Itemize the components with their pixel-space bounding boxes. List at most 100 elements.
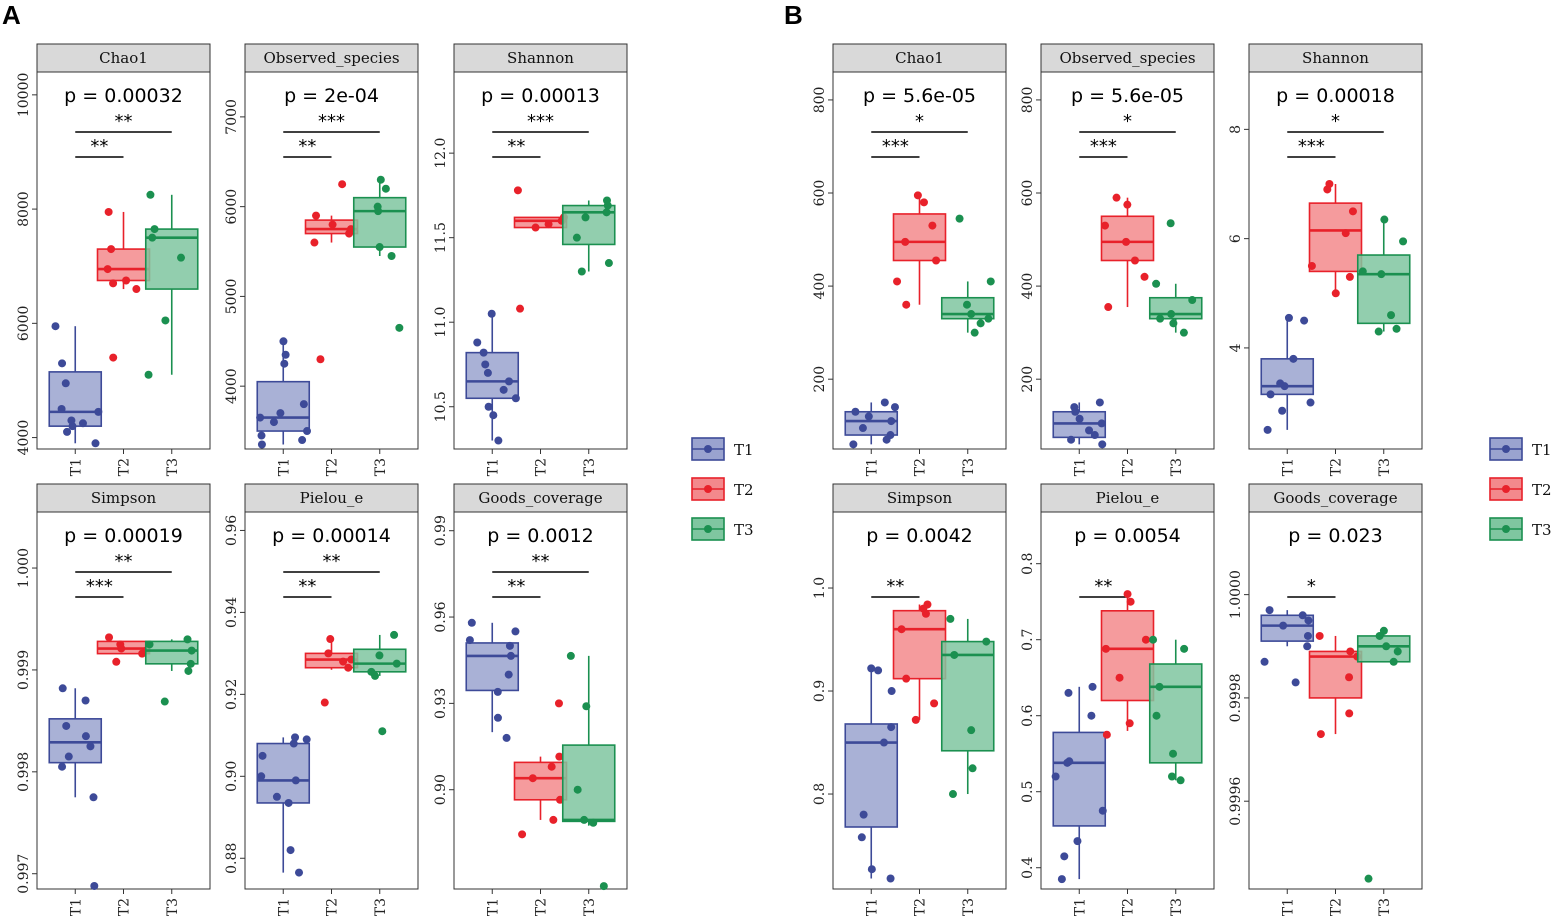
y-tick-label: 6000 [16, 306, 32, 342]
data-point [64, 752, 73, 761]
box-t3 [940, 640, 995, 752]
strip-title: Observed_species [263, 49, 399, 67]
data-point [184, 666, 193, 675]
data-point [145, 640, 154, 649]
p-value-label: p = 0.023 [1288, 525, 1382, 547]
y-tick-label: 400 [1020, 273, 1036, 300]
strip-bg [453, 43, 628, 73]
data-point [150, 225, 159, 234]
y-tick-label: 0.96 [433, 601, 449, 632]
data-point [344, 663, 353, 672]
y-tick-label: 0.99 [433, 515, 449, 546]
x-tick-label: T3 [1169, 898, 1185, 916]
data-point [897, 625, 906, 634]
data-point [375, 651, 384, 660]
y-tick-label: 800 [1020, 87, 1036, 114]
data-point [1097, 419, 1106, 428]
data-point [473, 338, 482, 347]
data-point [291, 776, 300, 785]
x-tick-label: T3 [1169, 458, 1185, 476]
data-point [387, 252, 396, 261]
legend-key-dot [704, 445, 712, 453]
data-point [57, 405, 66, 414]
facet-b-simpson: Simpson 0.8 0.9 1.0 T1 T2 T3 p = 0.0042 ** [812, 483, 1007, 916]
p-value-label: p = 0.0054 [1074, 525, 1181, 547]
legend-key-dot [1502, 445, 1510, 453]
data-point [1067, 435, 1076, 444]
data-point [1169, 749, 1178, 758]
data-point [1101, 221, 1110, 230]
data-point [376, 175, 385, 184]
data-point [1176, 776, 1185, 785]
strip-title: Pielou_e [1096, 489, 1160, 507]
data-point [880, 398, 889, 407]
y-tick-label: 7000 [224, 99, 240, 135]
x-tick-label: T1 [485, 898, 501, 916]
data-point [1291, 678, 1300, 687]
data-point [1300, 316, 1309, 325]
data-point [187, 646, 196, 655]
data-point [502, 733, 511, 742]
x-tick-label: T1 [1280, 898, 1296, 916]
box-t2 [96, 248, 151, 282]
data-point [1263, 425, 1272, 434]
data-point [858, 424, 867, 433]
data-point [932, 256, 941, 265]
box-t3 [144, 228, 199, 290]
data-point [295, 868, 304, 877]
data-point [984, 314, 993, 323]
data-point [487, 309, 496, 318]
strip-title: Chao1 [99, 49, 148, 67]
p-value-label: p = 0.00014 [272, 525, 391, 547]
strip-title: Simpson [91, 489, 157, 507]
data-point [913, 191, 922, 200]
data-point [1289, 354, 1298, 363]
data-point [955, 214, 964, 223]
data-point [554, 699, 563, 708]
data-point [849, 440, 858, 449]
strip-title: Shannon [507, 49, 574, 67]
data-point [160, 697, 169, 706]
data-point [289, 739, 298, 748]
data-point [148, 233, 157, 242]
significance-stars: ** [115, 551, 133, 572]
data-point [549, 815, 558, 824]
data-point [1141, 635, 1150, 644]
y-tick-label: 0.93 [433, 688, 449, 719]
data-point [1064, 688, 1073, 697]
data-point [257, 440, 266, 449]
x-tick-label: T2 [1121, 898, 1137, 916]
data-point [1279, 621, 1288, 630]
data-point [1341, 229, 1350, 238]
data-point [950, 650, 959, 659]
significance-stars: * [915, 111, 924, 132]
data-point [572, 233, 581, 242]
x-tick-label: T3 [961, 898, 977, 916]
data-point [1102, 730, 1111, 739]
y-tick-label: 0.9998 [1228, 673, 1244, 722]
data-point [867, 865, 876, 874]
data-point [1101, 644, 1110, 653]
data-point [186, 659, 195, 668]
data-point [378, 727, 387, 736]
p-value-label: p = 0.00013 [481, 85, 600, 107]
data-point [518, 830, 527, 839]
p-value-label: p = 0.0012 [487, 525, 594, 547]
legend-label: T1 [734, 441, 754, 459]
data-point [923, 600, 932, 609]
significance-stars: *** [1298, 136, 1325, 157]
strip-bg [1040, 483, 1215, 513]
x-tick-label: T3 [961, 458, 977, 476]
data-point [1152, 711, 1161, 720]
data-point [967, 726, 976, 735]
data-point [1051, 772, 1060, 781]
data-point [94, 407, 103, 416]
data-point [1380, 215, 1389, 224]
legend-item-t1: T1 [691, 437, 754, 461]
data-point [970, 328, 979, 337]
box-t1 [1052, 731, 1107, 827]
significance-stars: ** [298, 136, 316, 157]
x-tick-label: T2 [913, 898, 929, 916]
